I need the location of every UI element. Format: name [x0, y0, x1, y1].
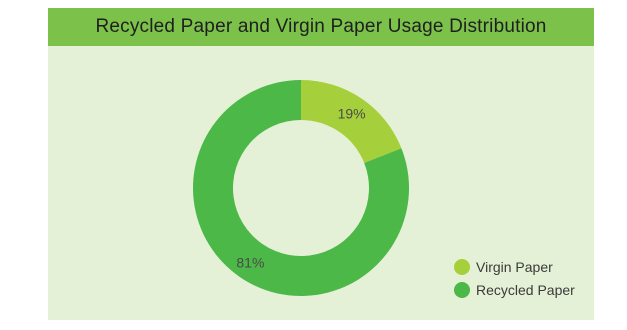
legend-label: Virgin Paper [476, 259, 553, 275]
slice-virgin-paper [301, 80, 402, 163]
legend-swatch [454, 259, 470, 275]
legend-label: Recycled Paper [476, 282, 575, 298]
legend: Virgin Paper Recycled Paper [454, 259, 575, 298]
chart-title: Recycled Paper and Virgin Paper Usage Di… [48, 8, 594, 46]
slice-recycled-paper [193, 80, 409, 296]
donut-slices [193, 80, 409, 296]
legend-swatch [454, 282, 470, 298]
slice-labels: 19% 81% [236, 106, 365, 271]
slice-label: 19% [338, 106, 366, 122]
slice-label: 81% [236, 254, 264, 270]
